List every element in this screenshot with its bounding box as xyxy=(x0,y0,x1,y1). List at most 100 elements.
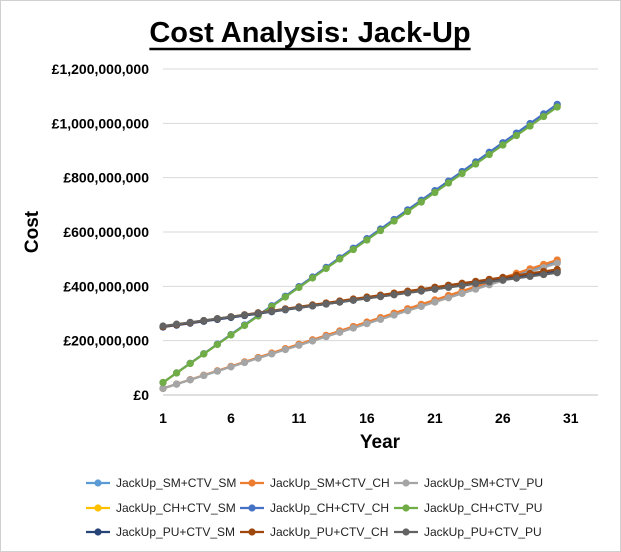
x-tick-label: 6 xyxy=(227,410,235,426)
data-point xyxy=(240,311,249,319)
data-point xyxy=(376,315,385,323)
data-point xyxy=(431,298,439,306)
legend-swatch-marker xyxy=(402,504,410,512)
y-tick-label: £800,000,000 xyxy=(63,170,149,186)
data-point xyxy=(553,103,561,111)
chart-title: Cost Analysis: Jack-Up xyxy=(149,17,470,49)
legend-item: JackUp_CH+CTV_PU xyxy=(394,501,542,515)
x-tick-label: 26 xyxy=(495,410,511,426)
data-point xyxy=(281,293,289,301)
data-point xyxy=(390,291,398,299)
data-point xyxy=(186,318,194,326)
data-point xyxy=(172,380,181,388)
y-tick-label: £400,000,000 xyxy=(63,278,149,294)
x-tick-label: 16 xyxy=(359,410,375,426)
data-point xyxy=(240,358,249,367)
series-line xyxy=(162,271,558,328)
y-tick-label: £1,000,000,000 xyxy=(52,115,150,131)
data-point xyxy=(172,369,181,377)
data-point xyxy=(417,302,425,311)
data-point xyxy=(308,274,317,282)
data-point xyxy=(240,321,249,330)
data-point xyxy=(376,293,385,301)
legend-swatch-marker xyxy=(248,504,256,512)
data-point xyxy=(512,274,521,282)
x-tick-label: 11 xyxy=(292,410,307,426)
y-tick-label: £200,000,000 xyxy=(63,333,149,349)
x-axis-label: Year xyxy=(360,432,401,453)
data-point xyxy=(281,305,289,314)
data-point xyxy=(159,384,167,393)
data-point xyxy=(458,282,466,290)
legend-swatch-marker xyxy=(248,528,256,536)
data-point xyxy=(404,289,412,297)
legend-label: JackUp_PU+CTV_SM xyxy=(116,525,235,539)
y-tick-label: £0 xyxy=(133,387,149,403)
data-point xyxy=(349,296,357,304)
data-point xyxy=(336,298,344,306)
data-point xyxy=(485,150,493,159)
data-point xyxy=(159,378,167,387)
data-point xyxy=(254,354,262,362)
legend-item: JackUp_SM+CTV_PU xyxy=(394,476,543,490)
legend-label: JackUp_PU+CTV_PU xyxy=(424,525,542,539)
legend-item: JackUp_SM+CTV_CH xyxy=(240,476,390,490)
legend-label: JackUp_CH+CTV_SM xyxy=(116,501,236,515)
data-point xyxy=(376,226,385,235)
data-point xyxy=(499,141,507,149)
series-JackUp_PU+CTV_PU xyxy=(159,269,561,330)
data-point xyxy=(336,328,344,336)
data-point xyxy=(431,188,439,197)
legend-label: JackUp_PU+CTV_CH xyxy=(270,525,388,539)
legend-item: JackUp_CH+CTV_SM xyxy=(86,501,236,515)
data-point xyxy=(458,289,466,298)
series-JackUp_CH+CTV_PU xyxy=(159,103,561,387)
legend-item: JackUp_PU+CTV_CH xyxy=(240,525,388,539)
data-point xyxy=(499,276,507,284)
data-point xyxy=(213,367,221,375)
data-point xyxy=(363,294,371,303)
data-point xyxy=(227,331,235,339)
data-point xyxy=(322,264,330,273)
data-point xyxy=(553,269,561,277)
data-point xyxy=(213,340,221,349)
data-point xyxy=(349,324,357,332)
y-axis-label: Cost xyxy=(22,210,43,253)
legend-swatch-marker xyxy=(94,504,102,512)
data-point xyxy=(268,350,276,358)
legend-swatch-marker xyxy=(94,528,102,536)
legend-item: JackUp_CH+CTV_CH xyxy=(240,501,389,515)
data-point xyxy=(444,179,453,187)
y-tick-labels: £0 £200,000,000 £400,000,000 £600,000,000 £8… xyxy=(52,61,150,403)
data-point xyxy=(390,311,398,319)
data-point xyxy=(512,131,521,140)
data-point xyxy=(540,270,548,279)
data-point xyxy=(472,160,480,168)
data-point xyxy=(322,300,330,308)
data-point xyxy=(472,285,480,293)
data-point xyxy=(540,112,548,121)
y-tick-label: £600,000,000 xyxy=(63,224,149,240)
data-point xyxy=(485,278,493,286)
legend-swatch-marker xyxy=(402,528,410,536)
x-tick-label: 1 xyxy=(159,410,167,426)
data-point xyxy=(444,294,453,302)
data-point xyxy=(404,207,412,216)
x-tick-label: 21 xyxy=(427,410,443,426)
legend-label: JackUp_CH+CTV_PU xyxy=(424,501,542,515)
data-point xyxy=(186,376,194,384)
legend-item: JackUp_PU+CTV_PU xyxy=(394,525,542,539)
data-point xyxy=(458,169,466,178)
legend-swatch-marker xyxy=(402,479,410,487)
legend-item: JackUp_PU+CTV_SM xyxy=(86,525,235,539)
data-point xyxy=(200,350,208,358)
data-point xyxy=(200,371,208,380)
data-point xyxy=(553,259,561,267)
data-point xyxy=(281,346,289,354)
legend: JackUp_SM+CTV_SM JackUp_SM+CTV_CH JackUp_S… xyxy=(86,476,543,539)
data-point xyxy=(526,122,534,130)
series-layer xyxy=(159,100,561,393)
data-point xyxy=(227,313,235,321)
data-point xyxy=(308,302,317,310)
series-line xyxy=(162,262,558,390)
